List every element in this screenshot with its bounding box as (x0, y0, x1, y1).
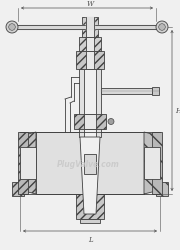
Polygon shape (84, 114, 96, 130)
Circle shape (9, 24, 15, 31)
Polygon shape (84, 154, 96, 174)
Polygon shape (76, 52, 104, 70)
Text: PlugValve.com: PlugValve.com (57, 160, 120, 169)
Polygon shape (152, 132, 162, 194)
Polygon shape (20, 148, 36, 179)
Polygon shape (80, 138, 100, 214)
Polygon shape (156, 182, 168, 196)
Polygon shape (36, 132, 144, 194)
Text: H: H (175, 107, 180, 115)
Circle shape (159, 24, 165, 31)
Polygon shape (86, 38, 94, 52)
Text: W: W (86, 0, 94, 8)
Polygon shape (152, 88, 159, 96)
Polygon shape (82, 18, 98, 38)
Circle shape (108, 119, 114, 125)
Polygon shape (20, 132, 36, 194)
Polygon shape (74, 114, 106, 130)
Polygon shape (144, 132, 160, 194)
Text: L: L (88, 235, 92, 243)
Polygon shape (79, 70, 101, 138)
Polygon shape (101, 89, 152, 94)
Circle shape (6, 22, 18, 34)
Circle shape (156, 22, 168, 34)
Polygon shape (84, 70, 96, 138)
Polygon shape (86, 52, 94, 70)
Polygon shape (79, 38, 101, 52)
Polygon shape (12, 182, 24, 196)
Polygon shape (76, 194, 104, 219)
Polygon shape (86, 18, 94, 38)
Polygon shape (18, 132, 28, 194)
Polygon shape (80, 219, 100, 223)
Polygon shape (144, 148, 160, 179)
